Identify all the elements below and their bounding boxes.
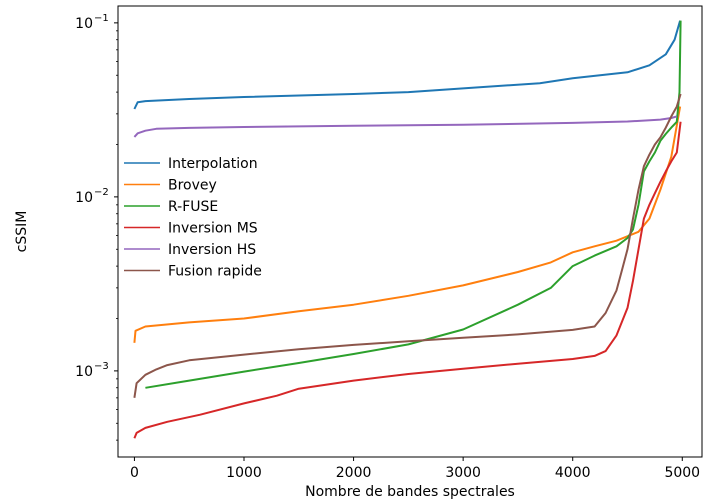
- x-tick-label: 1000: [226, 465, 262, 481]
- legend-label: Brovey: [168, 178, 217, 194]
- y-tick-label: 10: [75, 16, 93, 32]
- y-tick-exponent: −3: [94, 361, 109, 372]
- x-axis: 0 1000 2000 3000 4000 5000: [130, 457, 700, 481]
- y-tick-exponent: −2: [94, 187, 109, 198]
- legend-label: Inversion MS: [168, 221, 258, 237]
- y-axis-label: cSSIM: [14, 211, 30, 253]
- y-tick-label: 10: [75, 364, 93, 380]
- x-tick-label: 5000: [664, 465, 700, 481]
- plot-frame: [117, 5, 703, 458]
- x-tick-label: 4000: [555, 465, 591, 481]
- x-tick-label: 3000: [445, 465, 481, 481]
- legend: Interpolation Brovey R-FUSE Inversion MS Inv…: [124, 156, 262, 280]
- legend-label: Fusion rapide: [168, 264, 262, 280]
- y-tick-exponent: −1: [94, 13, 109, 24]
- series-line-2: [145, 20, 682, 389]
- series-line-0: [133, 20, 682, 110]
- series-line-5: [133, 93, 682, 398]
- series-line-4: [133, 115, 678, 138]
- y-tick-label: 10: [75, 190, 93, 206]
- x-axis-label: Nombre de bandes spectrales: [305, 484, 515, 500]
- legend-label: Interpolation: [168, 156, 258, 172]
- series-line-1: [133, 106, 682, 343]
- x-tick-label: 0: [130, 465, 139, 481]
- legend-label: R-FUSE: [168, 199, 218, 215]
- legend-label: Inversion HS: [168, 242, 256, 258]
- y-axis: 10−110−210−3: [75, 13, 118, 441]
- series-layer: [133, 20, 682, 439]
- series-line-3: [133, 121, 682, 439]
- x-tick-label: 2000: [336, 465, 372, 481]
